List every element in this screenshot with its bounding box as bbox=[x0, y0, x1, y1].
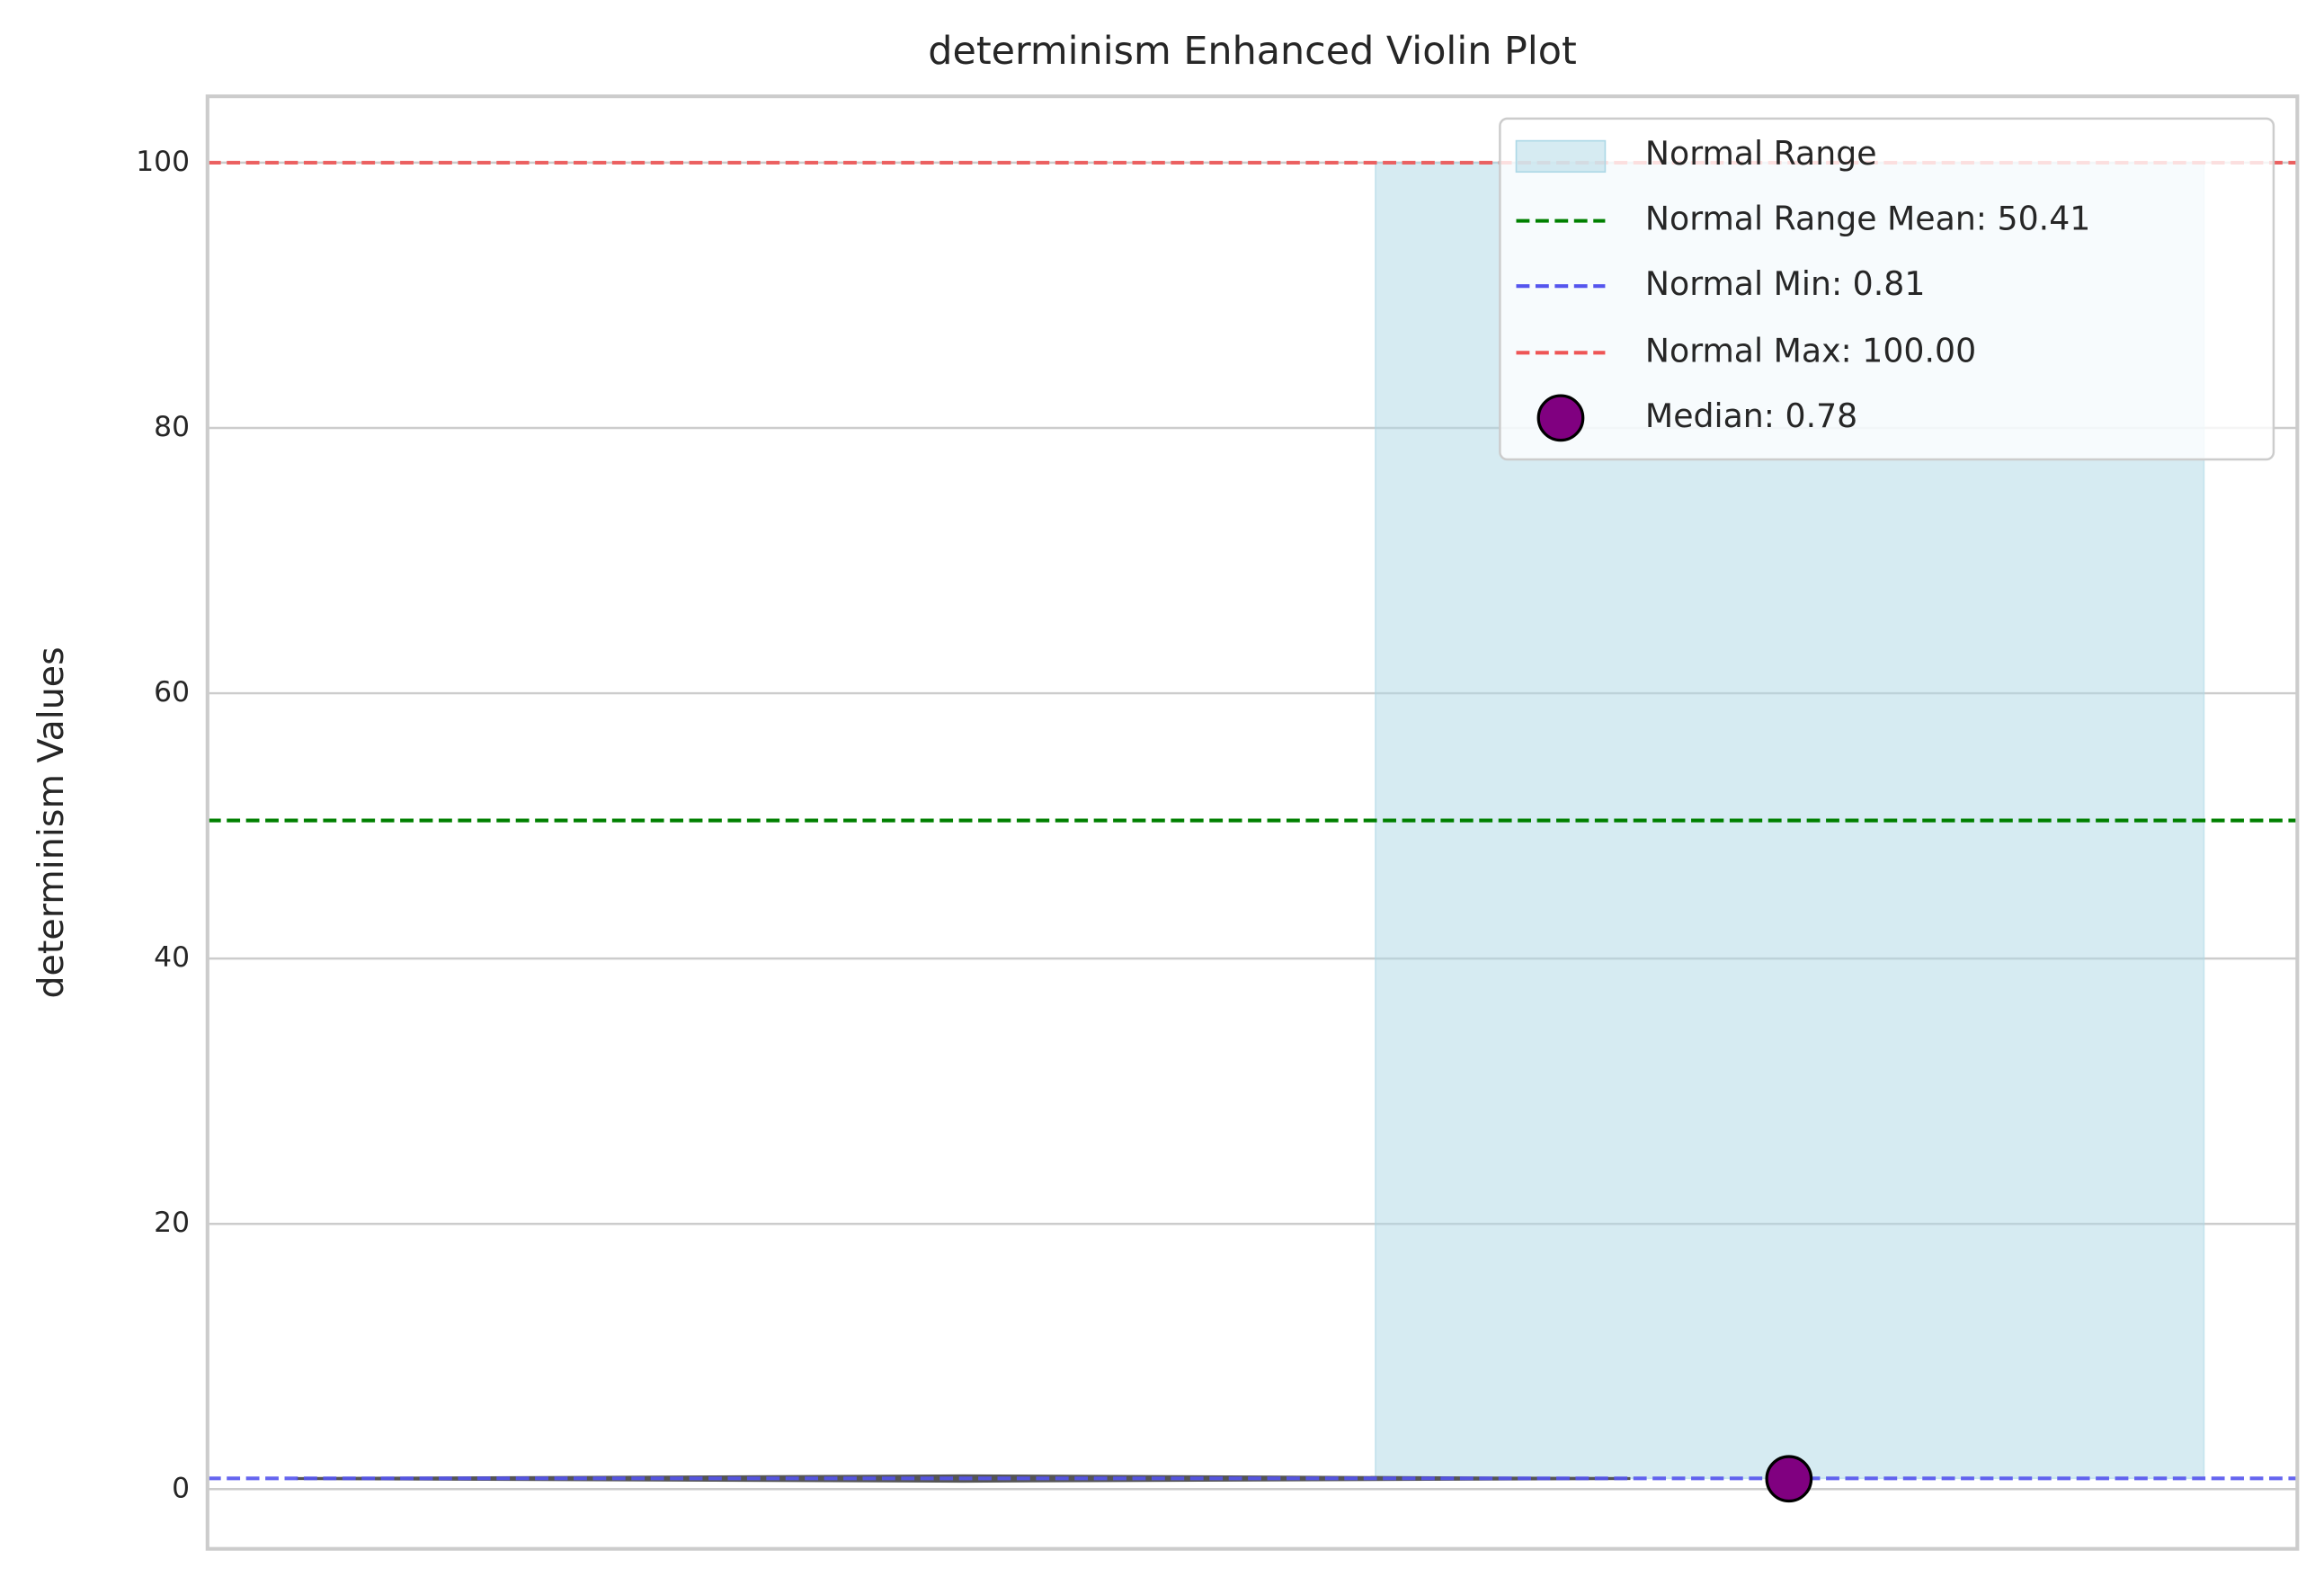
legend-box bbox=[1499, 117, 2275, 461]
legend-label: Median: 0.78 bbox=[1645, 396, 1857, 435]
legend-label: Normal Range bbox=[1645, 134, 1877, 173]
axes-frame bbox=[205, 94, 2300, 1551]
y-axis-label: determinism Values bbox=[31, 646, 72, 998]
y-tick-label: 20 bbox=[154, 1207, 190, 1239]
legend-swatch bbox=[1515, 139, 1607, 174]
legend: Normal Range Normal Range Mean: 50.41 Norm… bbox=[1499, 117, 2275, 461]
y-tick-label: 60 bbox=[154, 676, 190, 708]
median-point bbox=[1765, 1455, 1813, 1503]
y-tick-label: 100 bbox=[136, 146, 190, 178]
y-tick-label: 80 bbox=[154, 411, 190, 443]
legend-label: Normal Range Mean: 50.41 bbox=[1645, 200, 2090, 238]
legend-label: Normal Min: 0.81 bbox=[1645, 264, 1925, 303]
y-tick-label: 40 bbox=[154, 941, 190, 974]
legend-label: Normal Max: 100.00 bbox=[1645, 331, 1976, 370]
y-tick-label: 0 bbox=[172, 1472, 190, 1504]
chart-title: determinism Enhanced Violin Plot bbox=[928, 29, 1577, 74]
legend-swatch bbox=[1536, 394, 1585, 442]
